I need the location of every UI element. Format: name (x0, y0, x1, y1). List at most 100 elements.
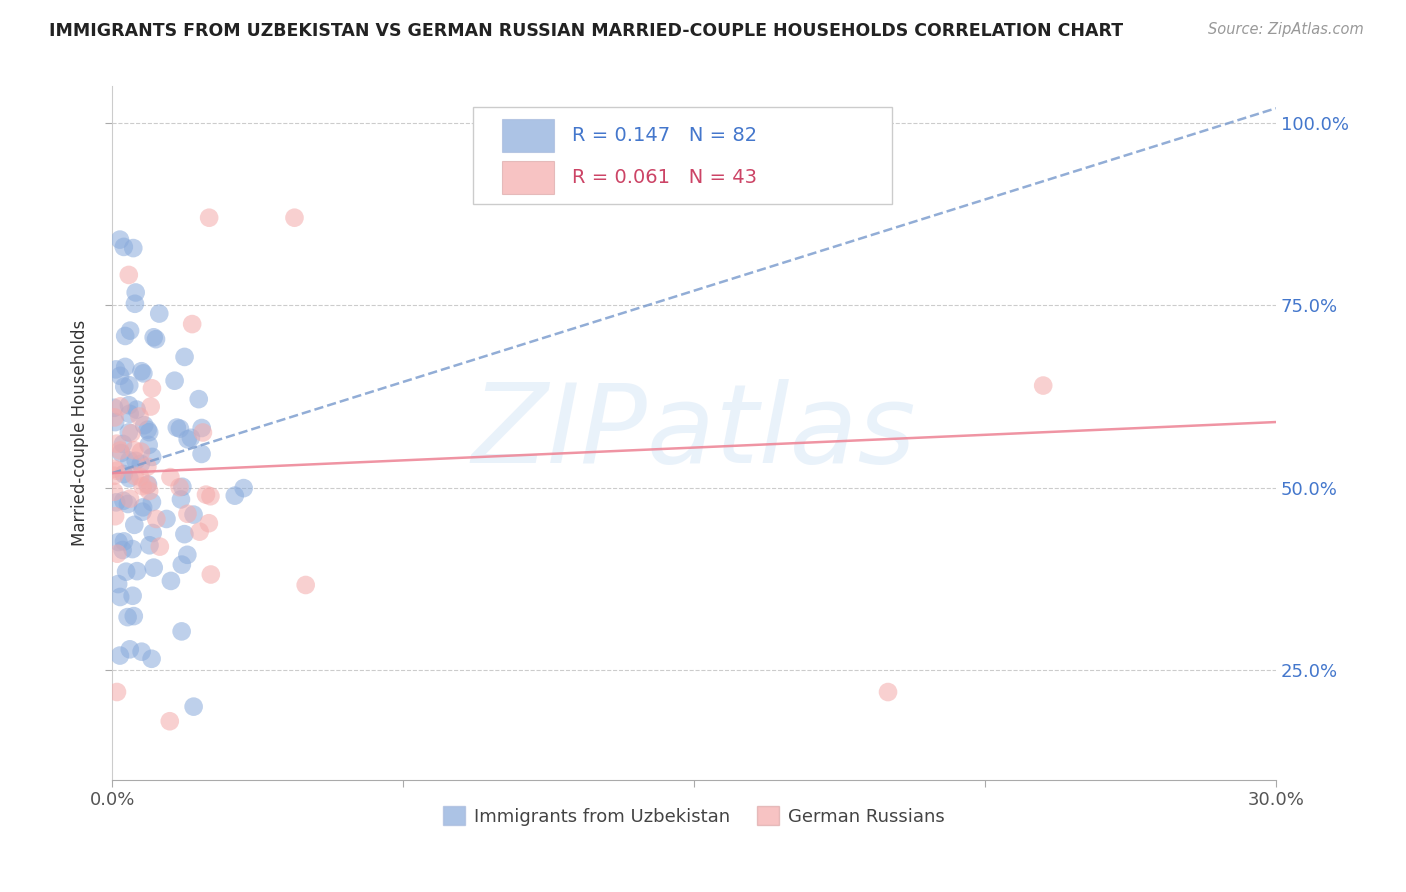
Point (103, 410, 125, 425)
Point (142, 526, 165, 541)
Point (124, 517, 146, 532)
Point (190, 447, 212, 461)
Point (180, 431, 202, 445)
Point (173, 527, 195, 541)
Point (138, 483, 160, 498)
Point (129, 470, 152, 484)
Point (118, 378, 141, 392)
Point (120, 324, 142, 338)
Point (132, 500, 155, 515)
Point (110, 400, 132, 414)
Point (149, 540, 172, 554)
Point (283, 211, 305, 225)
Point (131, 645, 153, 659)
Point (104, 362, 127, 376)
Point (124, 468, 146, 483)
Point (176, 432, 198, 446)
Text: R = 0.061   N = 43: R = 0.061 N = 43 (572, 168, 756, 186)
Point (170, 624, 193, 639)
Point (224, 489, 246, 503)
Point (108, 443, 131, 458)
Point (112, 493, 135, 508)
Point (141, 381, 163, 395)
Point (148, 307, 170, 321)
Point (111, 437, 134, 451)
Point (200, 567, 222, 582)
Point (108, 648, 131, 663)
FancyBboxPatch shape (502, 119, 554, 153)
Point (173, 350, 195, 364)
Text: R = 0.147   N = 82: R = 0.147 N = 82 (572, 126, 756, 145)
Point (120, 426, 142, 441)
Point (105, 547, 128, 561)
Point (176, 507, 198, 521)
Point (112, 240, 135, 254)
Point (200, 489, 222, 503)
Point (125, 564, 148, 578)
Point (169, 480, 191, 494)
Point (103, 484, 125, 499)
Point (121, 542, 143, 557)
Point (142, 560, 165, 574)
Point (141, 495, 163, 509)
Point (160, 574, 183, 588)
Point (163, 374, 186, 388)
Point (118, 491, 141, 506)
Point (129, 444, 152, 458)
Point (117, 610, 139, 624)
Point (294, 578, 316, 592)
Point (188, 524, 211, 539)
Point (125, 454, 148, 468)
Point (198, 211, 221, 225)
Point (118, 453, 141, 467)
Point (136, 478, 159, 492)
Point (142, 330, 165, 344)
Point (129, 457, 152, 471)
Point (108, 590, 131, 604)
Point (172, 480, 194, 494)
Point (118, 642, 141, 657)
Point (131, 479, 153, 493)
Point (105, 685, 128, 699)
Point (136, 423, 159, 437)
Point (112, 379, 135, 393)
FancyBboxPatch shape (502, 161, 554, 194)
Point (159, 714, 181, 729)
Point (183, 508, 205, 522)
Point (110, 446, 132, 460)
Point (128, 409, 150, 424)
Point (181, 317, 204, 331)
Point (122, 609, 145, 624)
Point (166, 420, 188, 434)
Point (107, 577, 129, 591)
Point (138, 425, 160, 440)
Point (169, 422, 191, 436)
Point (111, 543, 134, 558)
Point (145, 332, 167, 346)
Point (108, 368, 131, 383)
Point (132, 367, 155, 381)
Point (136, 477, 159, 491)
Text: IMMIGRANTS FROM UZBEKISTAN VS GERMAN RUSSIAN MARRIED-COUPLE HOUSEHOLDS CORRELATI: IMMIGRANTS FROM UZBEKISTAN VS GERMAN RUS… (49, 22, 1123, 40)
Point (139, 400, 162, 414)
Point (121, 589, 143, 603)
Point (118, 407, 141, 421)
Point (155, 512, 177, 526)
Text: Source: ZipAtlas.com: Source: ZipAtlas.com (1208, 22, 1364, 37)
Point (104, 415, 127, 429)
Point (115, 565, 138, 579)
Point (190, 421, 212, 435)
Y-axis label: Married-couple Households: Married-couple Households (72, 320, 89, 546)
Point (124, 297, 146, 311)
Point (117, 497, 139, 511)
Point (103, 462, 125, 476)
Point (141, 450, 163, 464)
FancyBboxPatch shape (472, 107, 891, 204)
Point (131, 505, 153, 519)
Point (103, 401, 125, 415)
Point (183, 699, 205, 714)
Point (138, 538, 160, 552)
Point (112, 534, 135, 549)
Text: ZIPatlas: ZIPatlas (472, 379, 917, 486)
Point (125, 285, 148, 300)
